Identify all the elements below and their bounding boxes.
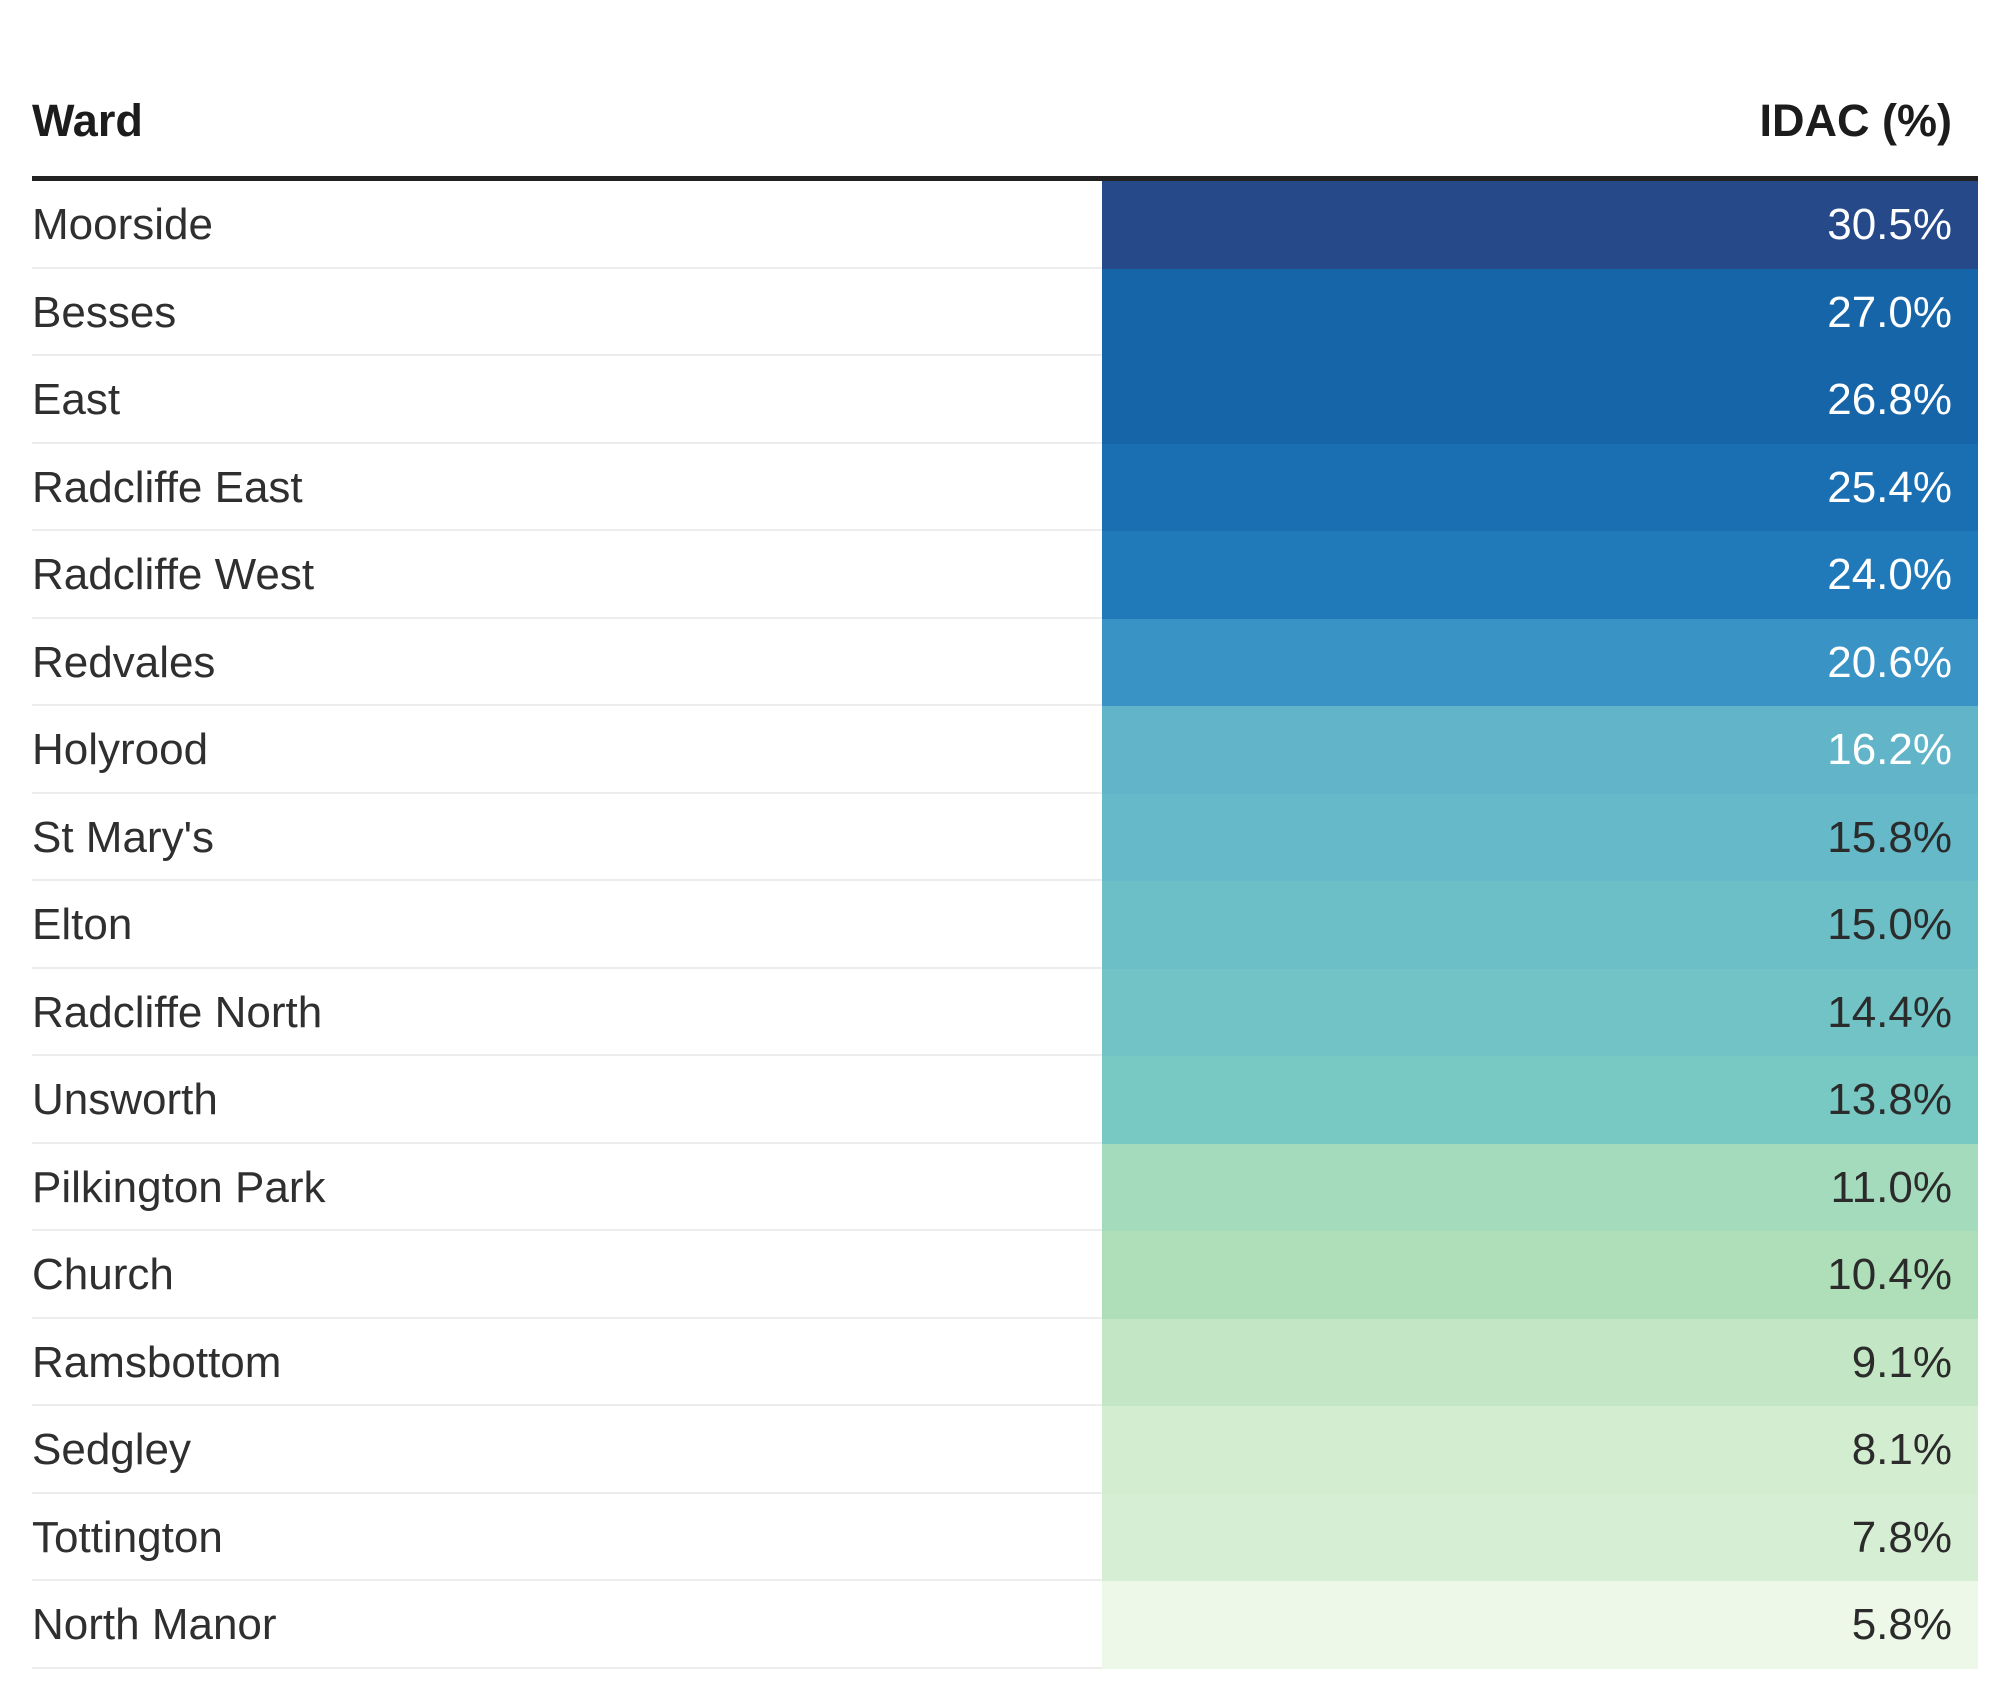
idac-value-cell: 7.8% — [1102, 1493, 1978, 1581]
table-row: Ramsbottom 9.1% — [32, 1318, 1978, 1406]
ward-column-header: Ward — [32, 95, 143, 146]
table-row: Besses 27.0% — [32, 268, 1978, 356]
idac-value-label: 11.0% — [1830, 1162, 1953, 1212]
table-row: St Mary's 15.8% — [32, 793, 1978, 881]
ward-name-cell: Tottington — [32, 1512, 223, 1562]
idac-value-cell: 30.5% — [1102, 181, 1978, 269]
ward-name-cell: Redvales — [32, 637, 216, 687]
idac-value-cell: 16.2% — [1102, 706, 1978, 794]
idac-value-cell: 20.6% — [1102, 618, 1978, 706]
idac-value-cell: 10.4% — [1102, 1231, 1978, 1319]
idac-value-cell: 26.8% — [1102, 356, 1978, 444]
idac-value-cell: 14.4% — [1102, 968, 1978, 1056]
idac-value-label: 5.8% — [1851, 1600, 1952, 1649]
ward-name-cell: Radcliffe East — [32, 462, 303, 512]
table-row: Radcliffe North 14.4% — [32, 968, 1978, 1056]
table-row: Moorside 30.5% — [32, 181, 1978, 269]
idac-value-label: 8.1% — [1851, 1425, 1952, 1474]
idac-value-cell: 5.8% — [1102, 1581, 1978, 1669]
table-row: Redvales 20.6% — [32, 618, 1978, 706]
table-row: Tottington 7.8% — [32, 1493, 1978, 1581]
idac-value-label: 25.4% — [1827, 462, 1952, 512]
idac-value-label: 30.5% — [1827, 200, 1952, 249]
ward-name-cell: Elton — [32, 900, 133, 949]
idac-value-label: 13.8% — [1827, 1075, 1952, 1124]
ward-name-cell: Radcliffe West — [32, 550, 315, 599]
ward-name-cell: St Mary's — [32, 812, 214, 862]
idac-value-cell: 15.8% — [1102, 793, 1978, 881]
table-row: Holyrood 16.2% — [32, 706, 1978, 794]
ward-name-cell: North Manor — [32, 1600, 277, 1649]
table-row: North Manor 5.8% — [32, 1581, 1978, 1669]
idac-value-cell: 25.4% — [1102, 443, 1978, 531]
ward-name-cell: Sedgley — [32, 1425, 192, 1474]
table-body: Moorside 30.5% Besses 27.0% East 26.8% Radclif… — [32, 181, 1978, 1669]
idac-ward-table: Ward IDAC (%) Moorside 30.5% Besses 27.0% Ea… — [32, 84, 1978, 1669]
idac-value-cell: 13.8% — [1102, 1056, 1978, 1144]
ward-name-cell: Radcliffe North — [32, 987, 323, 1037]
idac-value-label: 16.2% — [1827, 725, 1952, 774]
table-row: Pilkington Park 11.0% — [32, 1143, 1978, 1231]
table-row: Elton 15.0% — [32, 881, 1978, 969]
idac-value-label: 14.4% — [1827, 987, 1952, 1037]
ward-name-cell: Moorside — [32, 200, 213, 249]
ward-name-cell: Ramsbottom — [32, 1337, 282, 1387]
table-row: Radcliffe West 24.0% — [32, 531, 1978, 619]
idac-value-label: 10.4% — [1827, 1250, 1952, 1299]
idac-value-cell: 15.0% — [1102, 881, 1978, 969]
table-row: Sedgley 8.1% — [32, 1406, 1978, 1494]
idac-value-label: 20.6% — [1827, 637, 1952, 687]
ward-name-cell: Besses — [32, 287, 177, 337]
ward-name-cell: Unsworth — [32, 1075, 218, 1124]
ward-name-cell: East — [32, 375, 121, 424]
idac-value-label: 7.8% — [1851, 1512, 1952, 1562]
idac-value-cell: 11.0% — [1102, 1143, 1978, 1231]
idac-value-label: 9.1% — [1851, 1337, 1952, 1387]
idac-value-label: 15.0% — [1827, 900, 1952, 949]
table-header: Ward IDAC (%) — [32, 84, 1978, 181]
idac-value-cell: 27.0% — [1102, 268, 1978, 356]
idac-value-label: 27.0% — [1827, 287, 1952, 337]
ward-name-cell: Pilkington Park — [32, 1162, 326, 1212]
table-row: East 26.8% — [32, 356, 1978, 444]
table-row: Church 10.4% — [32, 1231, 1978, 1319]
idac-value-cell: 24.0% — [1102, 531, 1978, 619]
idac-value-label: 26.8% — [1827, 375, 1952, 424]
ward-name-cell: Church — [32, 1250, 174, 1299]
idac-column-header: IDAC (%) — [1759, 95, 1952, 146]
table-row: Radcliffe East 25.4% — [32, 443, 1978, 531]
ward-name-cell: Holyrood — [32, 725, 209, 774]
idac-value-cell: 8.1% — [1102, 1406, 1978, 1494]
idac-value-label: 24.0% — [1827, 550, 1952, 599]
idac-value-cell: 9.1% — [1102, 1318, 1978, 1406]
idac-value-label: 15.8% — [1827, 812, 1952, 862]
table-row: Unsworth 13.8% — [32, 1056, 1978, 1144]
